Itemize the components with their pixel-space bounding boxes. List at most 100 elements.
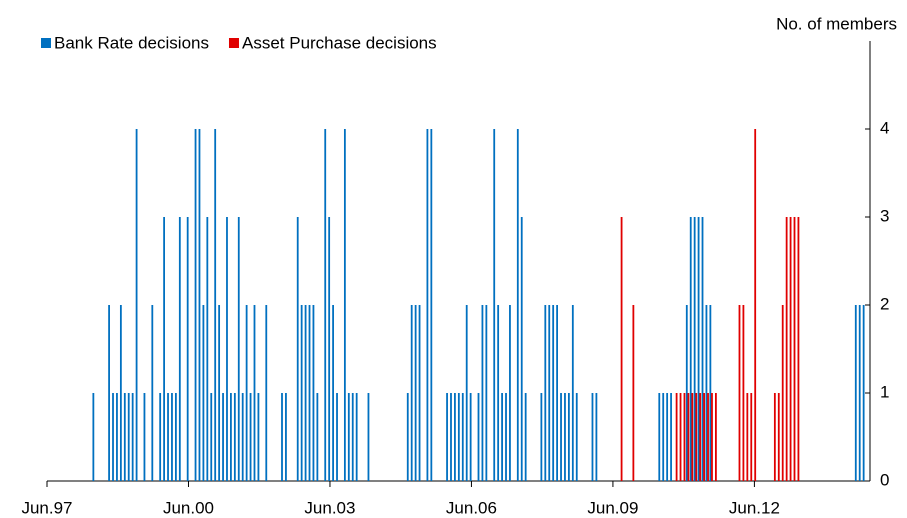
x-tick-label: Jun.03 [304, 498, 355, 517]
bar [151, 305, 154, 481]
bar [560, 393, 562, 481]
bar [738, 305, 741, 481]
x-tick-label: Jun.97 [21, 498, 72, 517]
bar [116, 393, 118, 481]
bar [119, 305, 122, 481]
bar [410, 305, 413, 481]
bar [746, 393, 749, 481]
bar [564, 393, 566, 481]
bar [567, 393, 570, 481]
bar [675, 393, 678, 481]
bar [324, 129, 327, 481]
y-tick-label: 1 [880, 382, 889, 401]
bar [257, 393, 260, 481]
bar [781, 305, 784, 481]
bar [300, 305, 303, 481]
bar [658, 393, 661, 481]
x-tick-label: Jun.06 [446, 498, 497, 517]
bar [556, 305, 558, 481]
bar [178, 217, 181, 481]
bar [469, 393, 472, 481]
bar [108, 305, 110, 481]
bar [485, 305, 488, 481]
bar [457, 393, 460, 481]
bar [552, 305, 555, 481]
legend-label: Bank Rate decisions [54, 33, 209, 52]
bar [351, 393, 354, 481]
legend-swatch [228, 38, 239, 48]
bar [249, 393, 252, 481]
bar [715, 393, 717, 481]
bar [540, 393, 543, 481]
bar [591, 393, 594, 481]
bar [785, 217, 788, 481]
bar [233, 393, 236, 481]
bar [328, 217, 331, 481]
bar [418, 305, 421, 481]
bar [237, 217, 240, 481]
bar [509, 305, 511, 481]
bar [548, 305, 551, 481]
bar [265, 305, 268, 481]
bar [493, 129, 496, 481]
bar [226, 217, 228, 481]
bar [222, 393, 224, 481]
bar [709, 305, 712, 481]
legend-label: Asset Purchase decisions [242, 33, 437, 52]
bar [253, 305, 256, 481]
bar [666, 393, 669, 481]
bar [312, 305, 315, 481]
bar [697, 217, 700, 481]
bar [127, 393, 130, 481]
bar [520, 217, 523, 481]
bar [241, 393, 244, 481]
bar [230, 393, 232, 481]
bar [163, 217, 165, 481]
y-axis-title: No. of members [776, 14, 897, 33]
bar [194, 129, 197, 481]
y-tick-label: 0 [880, 470, 889, 489]
bar [773, 393, 776, 481]
bar [477, 393, 480, 481]
bar [862, 305, 865, 481]
bar [544, 305, 547, 481]
bar [206, 217, 209, 481]
y-tick-label: 4 [880, 118, 889, 137]
bar [285, 393, 287, 481]
bar [92, 393, 95, 481]
bar [699, 393, 702, 481]
bar [446, 393, 448, 481]
bar [198, 129, 201, 481]
bar [465, 305, 468, 481]
bar [858, 305, 861, 481]
bar [703, 393, 706, 481]
bar [304, 305, 307, 481]
y-tick-label: 2 [880, 294, 889, 313]
bar [683, 393, 686, 481]
x-tick-label: Jun.00 [163, 498, 214, 517]
bar [750, 393, 753, 481]
bar [516, 129, 519, 481]
bar [355, 393, 358, 481]
bar [693, 217, 696, 481]
bar [497, 305, 500, 481]
bar [695, 393, 698, 481]
bar [343, 129, 346, 481]
bar [632, 305, 635, 481]
bar [245, 305, 248, 481]
bar [454, 393, 456, 481]
bar [202, 305, 205, 481]
bar [797, 217, 800, 481]
bar [414, 305, 417, 481]
bar [789, 217, 792, 481]
bar [186, 217, 189, 481]
bar [481, 305, 484, 481]
bar [707, 393, 709, 481]
bar [501, 393, 503, 481]
bar [575, 393, 578, 481]
bar [135, 129, 138, 481]
bar [505, 393, 507, 481]
bar [571, 305, 574, 481]
bar [143, 393, 146, 481]
bar [131, 393, 134, 481]
